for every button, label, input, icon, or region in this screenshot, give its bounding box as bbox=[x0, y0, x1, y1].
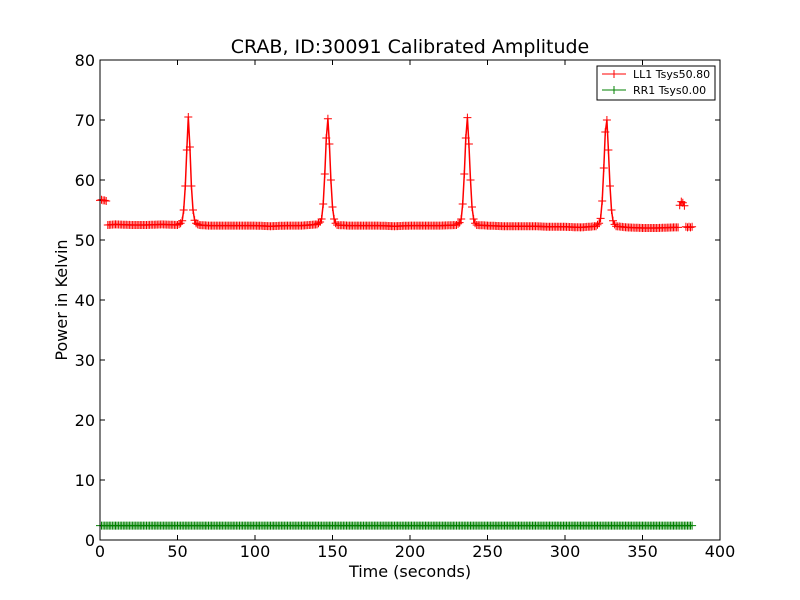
chart-title: CRAB, ID:30091 Calibrated Amplitude bbox=[231, 36, 590, 58]
y-tick-label: 10 bbox=[75, 471, 95, 490]
x-tick-label: 350 bbox=[627, 542, 658, 561]
y-tick-label: 80 bbox=[75, 51, 95, 70]
y-tick-label: 20 bbox=[75, 411, 95, 430]
series-line-ll1-2 bbox=[679, 200, 686, 207]
legend-marker-ll1 bbox=[610, 70, 618, 78]
y-tick-label: 50 bbox=[75, 231, 95, 250]
plot-area: 0 50 100 150 200 250 300 350 400 0 10 20 30 40 50 60 70 8… bbox=[75, 51, 736, 561]
x-tick-label: 400 bbox=[705, 542, 736, 561]
legend-box bbox=[596, 65, 716, 101]
x-tick-label: 250 bbox=[472, 542, 503, 561]
x-tick-label: 50 bbox=[167, 542, 187, 561]
legend-marker-rr1 bbox=[610, 86, 618, 94]
legend-label-ll1: LL1 Tsys50.80 bbox=[633, 68, 710, 81]
y-tick-label: 70 bbox=[75, 111, 95, 130]
x-axis-title: Time (seconds) bbox=[348, 562, 471, 581]
y-axis-title: Power in Kelvin bbox=[52, 239, 71, 360]
x-tick-label: 150 bbox=[317, 542, 348, 561]
y-tick-label: 60 bbox=[75, 171, 95, 190]
x-tick-label: 0 bbox=[95, 542, 105, 561]
legend: LL1 Tsys50.80 RR1 Tsys0.00 bbox=[596, 65, 716, 101]
y-tick-label: 0 bbox=[85, 531, 95, 550]
x-tick-label: 100 bbox=[240, 542, 271, 561]
x-tick-label: 300 bbox=[550, 542, 581, 561]
y-tick-label: 30 bbox=[75, 351, 95, 370]
y-tick-label: 40 bbox=[75, 291, 95, 310]
legend-label-rr1: RR1 Tsys0.00 bbox=[633, 84, 706, 97]
x-tick-label: 200 bbox=[395, 542, 426, 561]
